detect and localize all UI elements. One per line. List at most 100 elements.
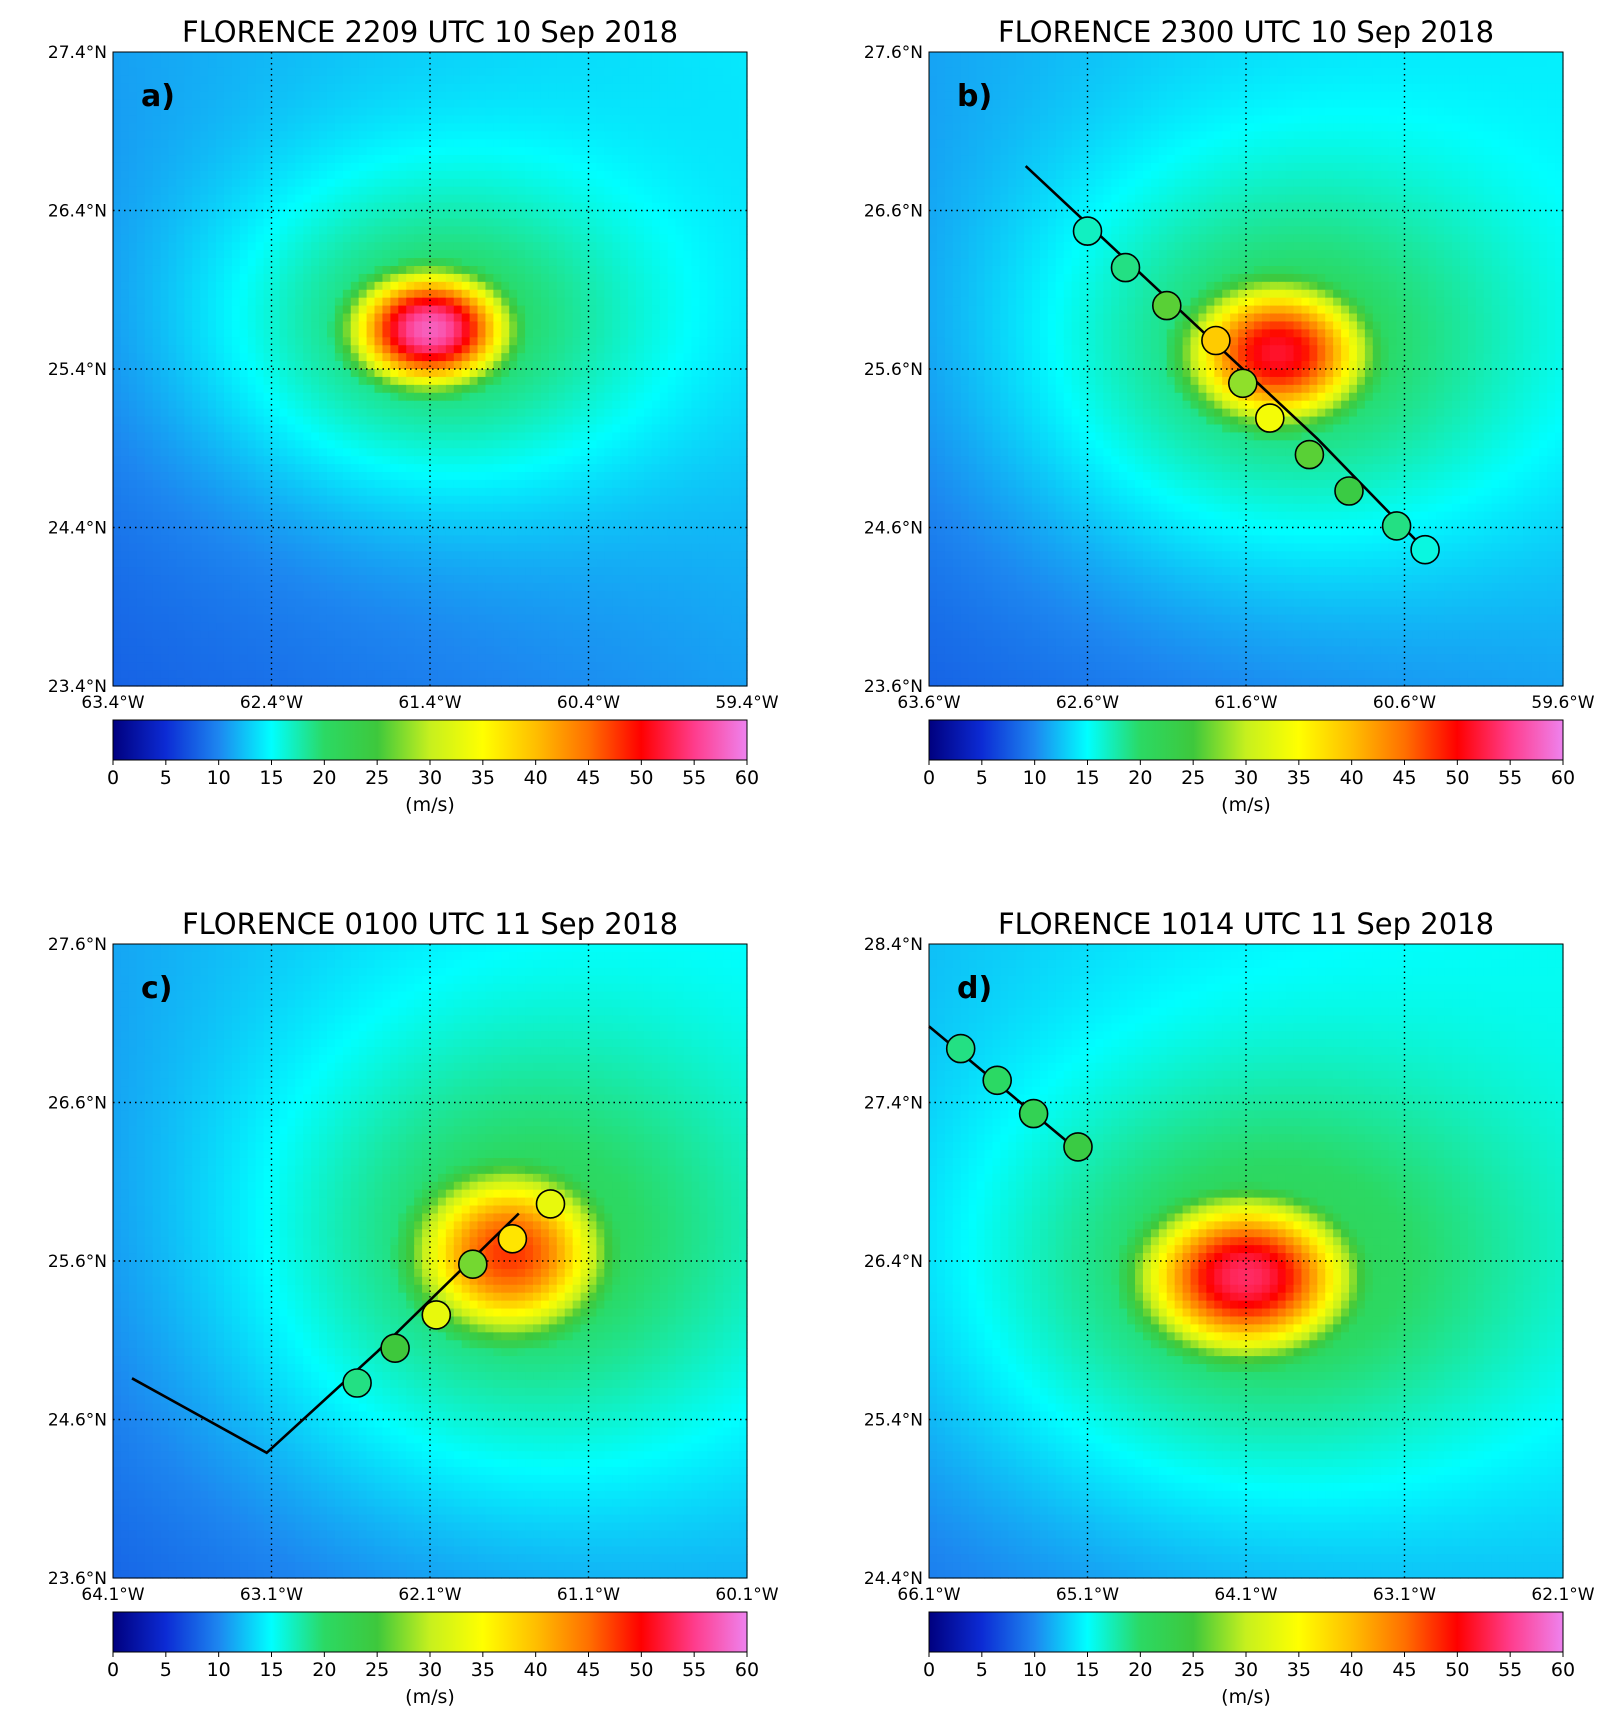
colorbar-tick-label: 60 <box>735 1659 759 1681</box>
panel-title: FLORENCE 0100 UTC 11 Sep 2018 <box>182 907 678 941</box>
colorbar-tick-label: 10 <box>1023 767 1047 789</box>
y-tick-label: 27.6°N <box>864 43 923 63</box>
colorbar-unit-label: (m/s) <box>1221 794 1271 816</box>
colorbar-scale <box>113 720 747 760</box>
x-tick-label: 63.6°W <box>897 693 960 713</box>
y-tick-label: 25.6°N <box>864 360 923 380</box>
y-tick-label: 24.6°N <box>864 519 923 539</box>
y-tick-label: 24.6°N <box>48 1411 107 1431</box>
colorbar-tick-label: 30 <box>1234 1659 1258 1681</box>
colorbar-tick-label: 15 <box>259 1659 283 1681</box>
y-tick-label: 27.6°N <box>48 935 107 955</box>
panel-label: c) <box>141 971 173 1006</box>
colorbar-tick-label: 35 <box>471 1659 495 1681</box>
colorbar-tick-label: 20 <box>1128 1659 1152 1681</box>
x-tick-label: 59.4°W <box>715 693 778 713</box>
colorbar-tick-label: 25 <box>365 767 389 789</box>
panel-d: FLORENCE 1014 UTC 11 Sep 2018d)28.4°N27.… <box>864 907 1595 1708</box>
colorbar-tick-label: 50 <box>1445 1659 1469 1681</box>
colorbar-tick-label: 40 <box>1340 1659 1364 1681</box>
colorbar-tick-label: 10 <box>207 1659 231 1681</box>
x-tick-label: 63.4°W <box>81 693 144 713</box>
x-tick-label: 61.1°W <box>557 1585 620 1605</box>
colorbar-tick-label: 50 <box>629 767 653 789</box>
colorbar-scale <box>113 1612 747 1652</box>
colorbar-scale <box>929 720 1563 760</box>
x-tick-label: 62.4°W <box>240 693 303 713</box>
observation-marker <box>537 1190 565 1218</box>
y-tick-label: 26.4°N <box>864 1252 923 1272</box>
x-tick-label: 62.1°W <box>1531 1585 1594 1605</box>
observation-marker <box>1064 1133 1092 1161</box>
x-tick-label: 63.1°W <box>240 1585 303 1605</box>
observation-marker <box>1256 404 1284 432</box>
colorbar: 0 5 10 15 20 25 30 35 40 45 50 55 60(m/s) <box>923 720 1575 816</box>
panel-label: b) <box>957 79 992 114</box>
x-tick-label: 61.4°W <box>398 693 461 713</box>
colorbar-tick-label: 30 <box>418 767 442 789</box>
colorbar-tick-label: 5 <box>976 1659 988 1681</box>
x-tick-label: 61.6°W <box>1214 693 1277 713</box>
colorbar-tick-label: 55 <box>1498 1659 1522 1681</box>
colorbar-tick-label: 45 <box>576 767 600 789</box>
colorbar-unit-label: (m/s) <box>1221 1686 1271 1708</box>
colorbar-tick-label: 35 <box>471 767 495 789</box>
colorbar-tick-label: 35 <box>1287 1659 1311 1681</box>
colorbar: 0 5 10 15 20 25 30 35 40 45 50 55 60(m/s) <box>107 720 759 816</box>
observation-marker <box>1202 327 1230 355</box>
observation-marker <box>1020 1100 1048 1128</box>
colorbar-tick-label: 0 <box>107 1659 119 1681</box>
colorbar-tick-label: 0 <box>923 767 935 789</box>
colorbar-tick-label: 20 <box>1128 767 1152 789</box>
y-tick-label: 26.6°N <box>48 1094 107 1114</box>
colorbar-tick-label: 25 <box>1181 767 1205 789</box>
observation-marker <box>381 1334 409 1362</box>
colorbar-tick-label: 0 <box>107 767 119 789</box>
colorbar-tick-label: 60 <box>1551 767 1575 789</box>
observation-marker <box>422 1301 450 1329</box>
y-tick-label: 27.4°N <box>48 43 107 63</box>
x-tick-label: 60.6°W <box>1373 693 1436 713</box>
x-tick-label: 64.1°W <box>1214 1585 1277 1605</box>
observation-marker <box>1411 536 1439 564</box>
colorbar-tick-label: 15 <box>259 767 283 789</box>
y-tick-label: 25.4°N <box>864 1411 923 1431</box>
colorbar-tick-label: 40 <box>524 767 548 789</box>
colorbar-tick-label: 10 <box>207 767 231 789</box>
observation-marker <box>1074 217 1102 245</box>
colorbar-tick-label: 0 <box>923 1659 935 1681</box>
observation-marker <box>1295 441 1323 469</box>
colorbar-tick-label: 55 <box>682 1659 706 1681</box>
colorbar-tick-label: 5 <box>976 767 988 789</box>
panel-title: FLORENCE 1014 UTC 11 Sep 2018 <box>998 907 1494 941</box>
colorbar: 0 5 10 15 20 25 30 35 40 45 50 55 60(m/s) <box>923 1612 1575 1708</box>
colorbar-tick-label: 60 <box>1551 1659 1575 1681</box>
colorbar-tick-label: 25 <box>365 1659 389 1681</box>
colorbar-tick-label: 20 <box>312 767 336 789</box>
panel-c: FLORENCE 0100 UTC 11 Sep 2018 c) 27.6°N 26.… <box>48 907 779 1708</box>
colorbar-tick-label: 40 <box>524 1659 548 1681</box>
observation-marker <box>1229 369 1257 397</box>
y-tick-label: 25.6°N <box>48 1252 107 1272</box>
y-tick-label: 28.4°N <box>864 935 923 955</box>
observation-marker <box>498 1225 526 1253</box>
colorbar-tick-label: 35 <box>1287 767 1311 789</box>
observation-marker <box>983 1066 1011 1094</box>
colorbar-tick-label: 50 <box>1445 767 1469 789</box>
colorbar-tick-label: 45 <box>1392 767 1416 789</box>
colorbar-tick-label: 5 <box>160 1659 172 1681</box>
colorbar-tick-label: 40 <box>1340 767 1364 789</box>
x-tick-label: 64.1°W <box>81 1585 144 1605</box>
y-tick-label: 26.6°N <box>864 202 923 222</box>
observation-marker <box>1112 254 1140 282</box>
x-tick-label: 62.1°W <box>398 1585 461 1605</box>
colorbar-tick-label: 5 <box>160 767 172 789</box>
x-tick-label: 62.6°W <box>1056 693 1119 713</box>
x-tick-label: 63.1°W <box>1373 1585 1436 1605</box>
colorbar-unit-label: (m/s) <box>405 794 455 816</box>
observation-marker <box>343 1369 371 1397</box>
y-tick-label: 26.4°N <box>48 202 107 222</box>
y-tick-label: 25.4°N <box>48 360 107 380</box>
colorbar-tick-label: 30 <box>418 1659 442 1681</box>
